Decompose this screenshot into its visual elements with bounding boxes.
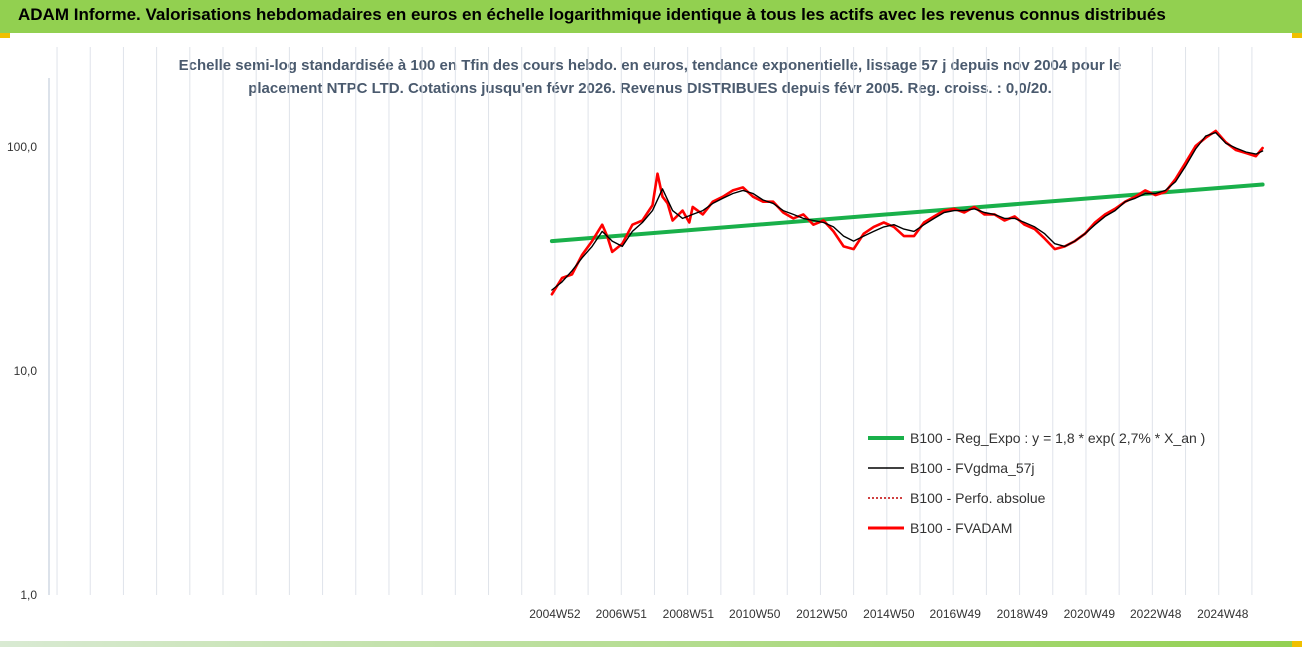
y-tick-label-1: 10,0 [14,364,38,378]
banner-accent-left [0,33,10,38]
legend-label-perfo: B100 - Perfo. absolue [910,490,1046,506]
chart-title-line-1: Echelle semi-log standardisée à 100 en T… [178,57,1122,74]
x-tick-label-4: 2012W50 [796,607,848,621]
series-layer [549,129,1265,296]
x-tick-labels: 2004W52 2006W51 2008W51 2010W50 2012W50 2014W… [529,607,1249,621]
legend-label-fvgdma: B100 - FVgdma_57j [910,460,1035,476]
chart-title: Echelle semi-log standardisée à 100 en T… [160,54,1140,100]
bottom-bar [0,641,1302,647]
y-tick-label-0: 1,0 [20,588,37,602]
x-tick-label-1: 2006W51 [596,607,648,621]
series-line-fvgdma [551,131,1264,291]
x-tick-label-6: 2016W49 [930,607,982,621]
x-tick-label-2: 2008W51 [663,607,715,621]
legend-label-fvadam: B100 - FVADAM [910,520,1012,536]
banner-title: ADAM Informe. Valorisations hebdomadaire… [0,0,1302,33]
bottom-accent [1292,641,1302,647]
legend-label-reg: B100 - Reg_Expo : y = 1,8 * exp( 2,7% * … [910,430,1205,446]
x-tick-label-9: 2022W48 [1130,607,1182,621]
x-tick-label-5: 2014W50 [863,607,915,621]
chart-title-line-2: placement NTPC LTD. Cotations jusqu'en f… [248,80,1052,97]
x-tick-label-0: 2004W52 [529,607,581,621]
y-tick-labels: 1,0 10,0 100,0 [7,140,37,602]
grid-layer [56,47,1253,595]
x-tick-label-3: 2010W50 [729,607,781,621]
legend: B100 - Reg_Expo : y = 1,8 * exp( 2,7% * … [868,430,1205,536]
series-line-fvadam [550,129,1264,296]
x-tick-label-10: 2024W48 [1197,607,1249,621]
x-tick-label-8: 2020W49 [1064,607,1116,621]
x-tick-label-7: 2018W49 [997,607,1049,621]
banner-accent-right [1292,33,1302,38]
y-tick-label-2: 100,0 [7,140,37,154]
